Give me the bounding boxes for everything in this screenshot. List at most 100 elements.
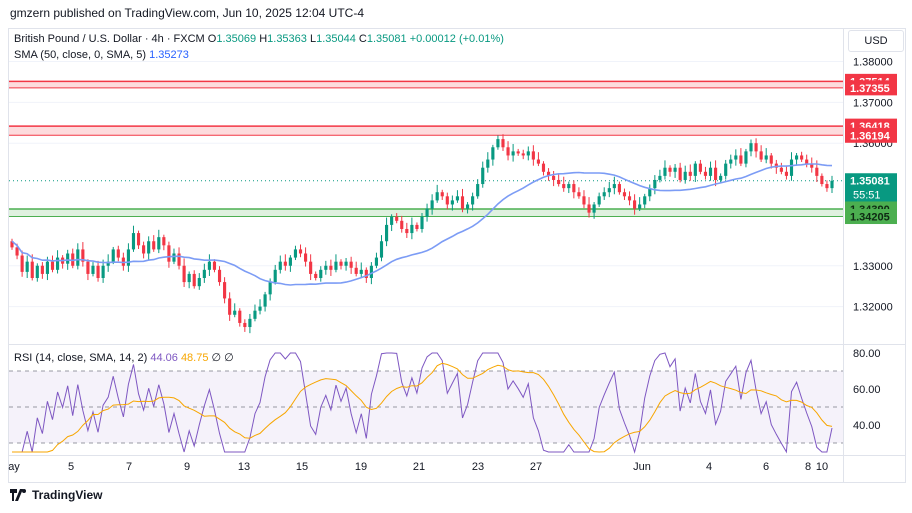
candle-body xyxy=(304,253,308,262)
close-value: 1.35081 xyxy=(366,33,407,45)
x-tick-label: 23 xyxy=(472,461,484,473)
candle-body xyxy=(643,196,647,205)
candle-body xyxy=(673,167,677,172)
candle-body xyxy=(263,294,267,307)
candle-body xyxy=(344,261,348,266)
candle-body xyxy=(612,184,616,189)
x-tick-label: 27 xyxy=(530,461,542,473)
rsi-ma-line[interactable] xyxy=(12,362,833,453)
y-tick-label: 1.37000 xyxy=(853,97,893,109)
candle-body xyxy=(142,245,146,254)
candle-body xyxy=(288,257,292,266)
candle-body xyxy=(228,298,232,315)
candle-body xyxy=(384,224,389,242)
candle-body xyxy=(40,265,44,274)
candle-body xyxy=(597,196,601,205)
open-label: O xyxy=(207,33,217,45)
candle-body xyxy=(698,163,702,172)
candle-body xyxy=(744,151,748,164)
price-label-bg xyxy=(845,173,897,204)
candle-body xyxy=(131,233,136,250)
candle-body xyxy=(521,153,525,156)
x-tick-label: 19 xyxy=(355,461,367,473)
x-tick-label: Jun xyxy=(633,461,651,473)
rsi-ma-label-bg xyxy=(845,402,897,416)
candle-body xyxy=(714,167,718,180)
candle-body xyxy=(491,147,495,160)
candle-body xyxy=(334,261,338,270)
candle-body xyxy=(825,184,829,189)
price-label-support[interactable]: 1.34205 xyxy=(845,209,897,225)
candle-body xyxy=(648,188,652,197)
x-tick-label: 5 xyxy=(68,461,74,473)
y-tick-label: 1.33000 xyxy=(853,261,893,273)
candle-body xyxy=(805,159,809,164)
sma-line[interactable] xyxy=(11,163,833,286)
candle-body xyxy=(552,175,556,180)
candle-body xyxy=(233,310,237,315)
candle-body xyxy=(557,179,561,185)
candle-body xyxy=(136,233,141,246)
candle-body xyxy=(481,167,485,185)
candle-body xyxy=(400,220,404,229)
footer-brand[interactable]: TradingView xyxy=(10,488,102,502)
rsi-extra: ∅ ∅ xyxy=(211,352,234,364)
candle-body xyxy=(167,245,171,262)
sma-label: SMA (50, close, 0, SMA, 5) xyxy=(14,49,147,61)
chart-frame xyxy=(8,28,906,483)
candle-body xyxy=(66,253,70,264)
x-tick-label: 8 xyxy=(805,461,811,473)
candle-body xyxy=(541,163,546,172)
candle-body xyxy=(243,322,247,328)
candle-body xyxy=(20,255,24,272)
candle-body xyxy=(126,249,130,266)
candle-body xyxy=(693,163,697,176)
symbol-label[interactable]: British Pound / U.S. Dollar · 4h · FXCM xyxy=(14,33,205,45)
candle-body xyxy=(182,265,186,283)
rsi-label: RSI (14, close, SMA, 14, 2) xyxy=(14,352,148,364)
price-label-resistance[interactable]: 1.37355 xyxy=(845,80,897,96)
candle-body xyxy=(253,310,257,319)
candle-body xyxy=(309,261,313,274)
sma-legend[interactable]: SMA (50, close, 0, SMA, 5) 1.35273 xyxy=(14,49,189,61)
candle-body xyxy=(86,261,90,274)
rsi-legend[interactable]: RSI (14, close, SMA, 14, 2) 44.06 48.75 … xyxy=(14,351,234,364)
price-label-text: 1.34205 xyxy=(850,212,890,224)
candle-body xyxy=(319,269,323,279)
candle-body xyxy=(30,261,34,279)
rsi-line[interactable] xyxy=(12,352,833,454)
candle-body xyxy=(749,143,753,152)
candle-body xyxy=(820,175,824,185)
candle-body xyxy=(516,151,520,154)
resistance-zone[interactable] xyxy=(9,126,843,136)
rsi-tick-label: 60.00 xyxy=(853,384,881,396)
candle-body xyxy=(779,167,783,172)
x-tick-label: ay xyxy=(8,461,20,473)
candle-body xyxy=(501,139,505,148)
candle-body xyxy=(471,196,475,205)
price-label-resistance[interactable]: 1.36194 xyxy=(845,127,897,143)
y-tick-label: 1.38000 xyxy=(853,57,893,69)
currency-button[interactable]: USD xyxy=(848,30,904,52)
candle-body xyxy=(258,306,262,311)
x-tick-label: 13 xyxy=(238,461,250,473)
sma-value: 1.35273 xyxy=(149,49,189,61)
candle-body xyxy=(55,257,60,270)
high-label: H xyxy=(259,33,268,45)
price-label-last[interactable]: 1.35081 xyxy=(845,173,897,204)
price-label-text: 1.35081 xyxy=(850,176,890,188)
candle-body xyxy=(546,171,551,176)
price-label-text: 1.37355 xyxy=(850,83,890,95)
candle-body xyxy=(617,184,621,193)
candle-body xyxy=(293,249,298,258)
candle-body xyxy=(81,249,85,262)
candle-body xyxy=(739,155,743,164)
y-tick-label: 1.32000 xyxy=(853,302,893,314)
candle-body xyxy=(536,159,540,164)
candle-body xyxy=(364,269,368,279)
resistance-zone[interactable] xyxy=(9,81,843,88)
candle-body xyxy=(390,216,394,225)
price-label-bg xyxy=(845,209,897,225)
candle-body xyxy=(35,265,39,279)
